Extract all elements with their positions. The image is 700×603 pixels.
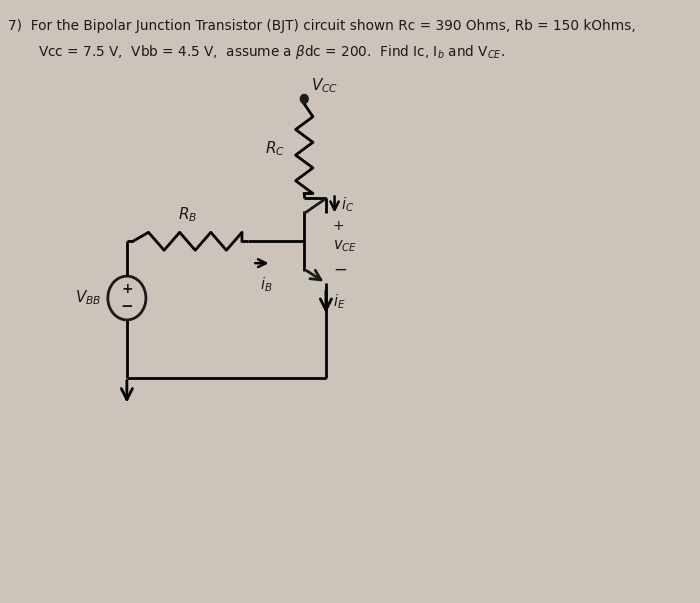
Text: $i_E$: $i_E$ xyxy=(332,292,345,311)
Text: +: + xyxy=(121,282,133,296)
Text: $R_B$: $R_B$ xyxy=(178,206,197,224)
Text: 7)  For the Bipolar Junction Transistor (BJT) circuit shown Rc = 390 Ohms, Rb = : 7) For the Bipolar Junction Transistor (… xyxy=(8,19,636,33)
Text: $i_C$: $i_C$ xyxy=(341,195,354,214)
Text: $v_{CE}$: $v_{CE}$ xyxy=(332,238,357,254)
Text: −: − xyxy=(332,260,346,278)
Text: Vcc = 7.5 V,  Vbb = 4.5 V,  assume a $\beta$dc = 200.  Find Ic, I$_b$ and V$_{CE: Vcc = 7.5 V, Vbb = 4.5 V, assume a $\bet… xyxy=(38,43,505,61)
Text: $V_{BB}$: $V_{BB}$ xyxy=(74,289,101,308)
Text: $R_C$: $R_C$ xyxy=(265,139,285,158)
Text: $V_{CC}$: $V_{CC}$ xyxy=(312,76,339,95)
Text: −: − xyxy=(120,300,133,315)
Circle shape xyxy=(300,95,308,104)
Text: $i_B$: $i_B$ xyxy=(260,275,272,294)
Text: +: + xyxy=(332,219,344,233)
